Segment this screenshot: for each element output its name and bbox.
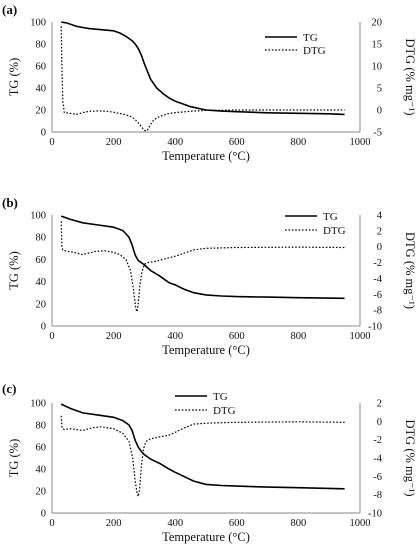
y-tick-label: 40 <box>36 277 47 288</box>
y2-tick-label: 0 <box>377 106 382 117</box>
y-tick-label: 0 <box>41 509 46 520</box>
series-line-dtg <box>60 415 345 499</box>
y2-tick-label: 0 <box>377 417 382 428</box>
x-tick-label: 0 <box>49 137 54 148</box>
y-tick-label: 100 <box>30 18 46 29</box>
y-tick-label: 20 <box>36 106 47 117</box>
y-axis-label: TG (%) <box>7 439 21 478</box>
y2-tick-label: 5 <box>377 84 382 95</box>
y2-tick-label: -10 <box>368 509 382 520</box>
x-axis-label: Temperature (°C) <box>162 343 250 357</box>
y-axis-label: TG (%) <box>7 251 21 290</box>
y-tick-label: 80 <box>36 233 47 244</box>
x-tick-label: 0 <box>49 518 54 529</box>
y2-tick-label: -2 <box>373 258 382 269</box>
legend-label-dtg: DTG <box>213 405 236 417</box>
x-tick-label: 600 <box>229 137 245 148</box>
x-tick-label: 1000 <box>350 137 371 148</box>
legend-label-dtg: DTG <box>303 45 326 57</box>
panel-label: (b) <box>2 195 18 210</box>
chart-panel-c: (c)0 200 400 600 800 1000020406080100-10-8-6-… <box>2 381 416 544</box>
series-line-dtg <box>60 221 345 315</box>
y2-tick-label: 2 <box>377 399 382 410</box>
x-tick-label: 800 <box>291 137 307 148</box>
y2-tick-label: 2 <box>377 226 382 237</box>
y-tick-label: 0 <box>41 322 46 333</box>
y2-tick-label: -8 <box>373 490 382 501</box>
legend-label-dtg: DTG <box>323 225 346 237</box>
y-tick-label: 60 <box>36 62 47 73</box>
x-tick-label: 400 <box>167 331 183 342</box>
x-tick-label: 600 <box>229 331 245 342</box>
x-tick-label: 200 <box>106 518 122 529</box>
series-line-dtg <box>60 26 345 132</box>
panel-label: (a) <box>2 2 17 17</box>
y2-tick-label: -4 <box>373 274 382 285</box>
x-tick-label: 200 <box>106 137 122 148</box>
series-line-tg <box>60 403 345 490</box>
series-line-tg <box>60 215 345 300</box>
y-tick-label: 60 <box>36 255 47 266</box>
y2-tick-label: -2 <box>373 435 382 446</box>
x-axis-label: Temperature (°C) <box>162 530 250 544</box>
y2-tick-label: 20 <box>372 18 383 29</box>
y-axis-label: TG (%) <box>7 58 21 97</box>
y-tick-label: 20 <box>36 299 47 310</box>
y2-tick-label: -6 <box>373 472 382 483</box>
y2-tick-label: -8 <box>373 306 382 317</box>
y-tick-label: 0 <box>41 128 46 139</box>
panel-label: (c) <box>2 381 16 396</box>
x-tick-label: 0 <box>49 331 54 342</box>
y-tick-label: 40 <box>36 84 47 95</box>
legend-label-tg: TG <box>213 391 228 403</box>
y2-axis-label: DTG (% mg⁻¹) <box>403 232 416 309</box>
y-tick-label: 60 <box>36 443 47 454</box>
y2-tick-label: 4 <box>377 211 383 222</box>
y-tick-label: 40 <box>36 465 47 476</box>
y2-tick-label: -5 <box>373 128 382 139</box>
y2-tick-label: -4 <box>373 454 382 465</box>
chart-panel-b: (b)0 200 400 600 800 1000020406080100-10-8-6-… <box>2 195 416 357</box>
y-tick-label: 80 <box>36 421 47 432</box>
y2-tick-label: -10 <box>368 322 382 333</box>
y2-tick-label: -6 <box>373 290 382 301</box>
x-axis-label: Temperature (°C) <box>162 149 250 163</box>
x-tick-label: 600 <box>229 518 245 529</box>
y-tick-label: 100 <box>30 211 46 222</box>
y2-tick-label: 0 <box>377 242 382 253</box>
y-tick-label: 20 <box>36 487 47 498</box>
y2-tick-label: 10 <box>372 62 383 73</box>
x-tick-label: 1000 <box>350 331 371 342</box>
x-tick-label: 400 <box>167 518 183 529</box>
legend-label-tg: TG <box>303 32 318 44</box>
y-tick-label: 100 <box>30 399 46 410</box>
x-tick-label: 1000 <box>350 518 371 529</box>
y2-axis-label: DTG (% mg⁻¹) <box>403 39 416 116</box>
x-tick-label: 800 <box>291 331 307 342</box>
chart-panel-a: (a) 0 200 400 600 800 1000 0 20 40 60 80 100 -5 0 5 10 15… <box>2 2 416 163</box>
x-tick-label: 400 <box>167 137 183 148</box>
legend-label-tg: TG <box>323 211 338 223</box>
x-tick-label: 800 <box>291 518 307 529</box>
y2-axis-label: DTG (% mg⁻¹) <box>403 420 416 497</box>
series-line-tg <box>61 21 345 116</box>
y2-tick-label: 15 <box>372 40 383 51</box>
y-tick-label: 80 <box>36 40 47 51</box>
x-tick-label: 200 <box>106 331 122 342</box>
